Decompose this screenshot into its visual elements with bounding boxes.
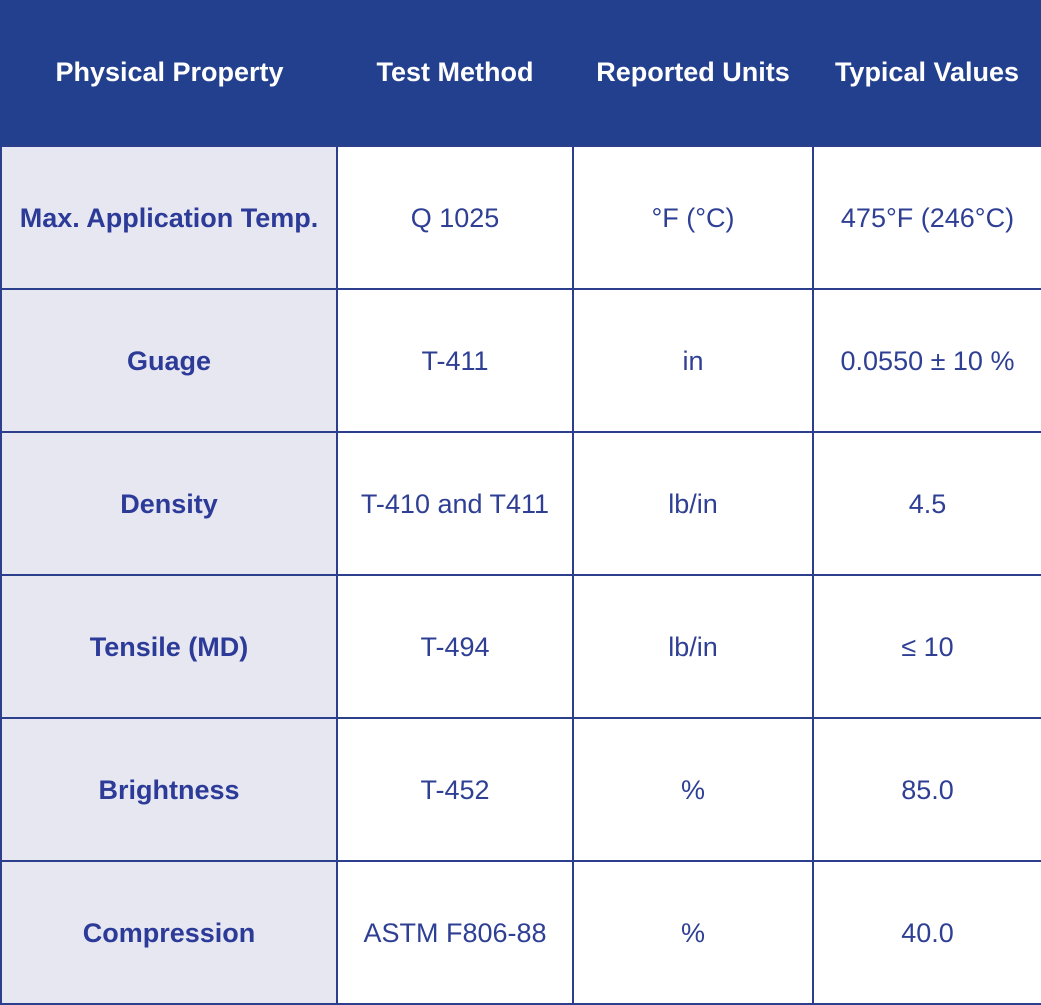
table-row: Max. Application Temp. Q 1025 °F (°C) 47… [0, 145, 1041, 290]
reported-units-cell: % [572, 860, 814, 1005]
test-method-cell: T-494 [336, 574, 574, 719]
table-row: Brightness T-452 % 85.0 [0, 717, 1041, 862]
typical-value-cell: 0.0550 ± 10 % [812, 288, 1041, 433]
typical-value-cell: 4.5 [812, 431, 1041, 576]
typical-value-cell: 40.0 [812, 860, 1041, 1005]
physical-property-cell: Tensile (MD) [0, 574, 338, 719]
test-method-cell: T-452 [336, 717, 574, 862]
header-physical-property: Physical Property [0, 0, 337, 146]
table-row: Tensile (MD) T-494 lb/in ≤ 10 [0, 574, 1041, 719]
table-row: Compression ASTM F806-88 % 40.0 [0, 860, 1041, 1005]
physical-property-cell: Max. Application Temp. [0, 145, 338, 290]
test-method-cell: Q 1025 [336, 145, 574, 290]
reported-units-cell: lb/in [572, 574, 814, 719]
table-row: Density T-410 and T411 lb/in 4.5 [0, 431, 1041, 576]
reported-units-cell: °F (°C) [572, 145, 814, 290]
physical-property-cell: Brightness [0, 717, 338, 862]
test-method-cell: T-411 [336, 288, 574, 433]
header-typical-values: Typical Values [813, 0, 1041, 146]
test-method-cell: T-410 and T411 [336, 431, 574, 576]
reported-units-cell: % [572, 717, 814, 862]
reported-units-cell: lb/in [572, 431, 814, 576]
table-header-row: Physical Property Test Method Reported U… [0, 0, 1041, 146]
typical-value-cell: 85.0 [812, 717, 1041, 862]
table-row: Guage T-411 in 0.0550 ± 10 % [0, 288, 1041, 433]
physical-property-cell: Compression [0, 860, 338, 1005]
typical-value-cell: ≤ 10 [812, 574, 1041, 719]
header-test-method: Test Method [376, 57, 534, 87]
header-reported-units: Reported Units [596, 57, 790, 87]
physical-property-cell: Density [0, 431, 338, 576]
reported-units-cell: in [572, 288, 814, 433]
typical-value-cell: 475°F (246°C) [812, 145, 1041, 290]
test-method-cell: ASTM F806-88 [336, 860, 574, 1005]
physical-property-cell: Guage [0, 288, 338, 433]
